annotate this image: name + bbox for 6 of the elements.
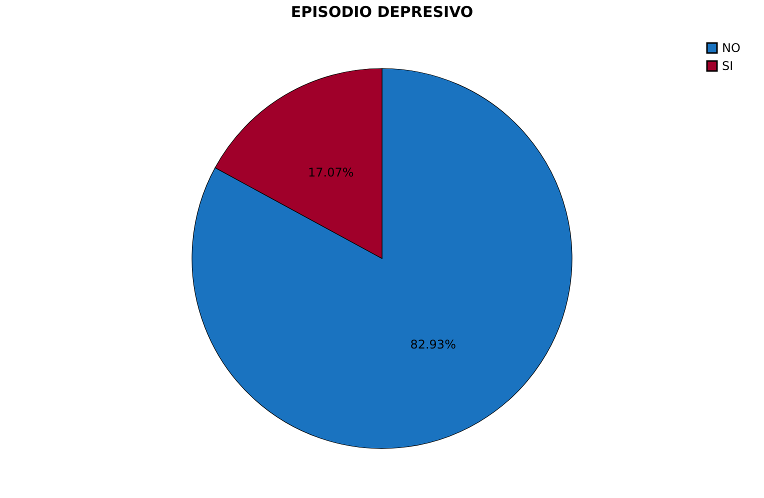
chart-title: EPISODIO DEPRESIVO	[290, 3, 474, 21]
data-label: 17.07%	[308, 166, 354, 180]
legend-label: NO	[722, 41, 740, 55]
data-label: 82.93%	[410, 337, 456, 352]
legend-label: SI	[722, 59, 734, 73]
pie-slice	[192, 68, 572, 449]
